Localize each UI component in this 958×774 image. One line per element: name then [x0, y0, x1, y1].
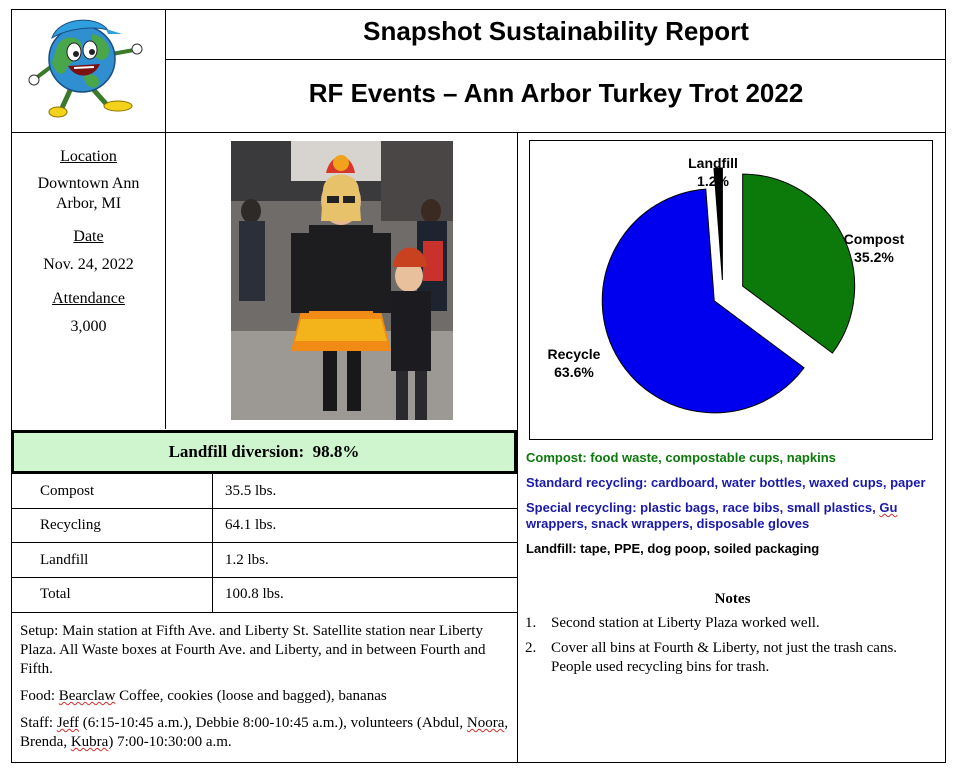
- pie-label-compost-name: Compost: [844, 231, 905, 247]
- location-value: Downtown Ann Arbor, MI: [37, 175, 140, 212]
- attendance-value: 3,000: [70, 318, 107, 335]
- event-title: RF Events – Ann Arbor Turkey Trot 2022: [308, 78, 804, 108]
- pie-slice-landfill: [713, 167, 723, 281]
- note-text: Cover all bins at Fourth & Liberty, not …: [551, 640, 898, 675]
- legend-compost: Compost: food waste, compostable cups, n…: [526, 450, 836, 465]
- diversion-value: 98.8%: [312, 442, 360, 461]
- legend-special-recycling: Special recycling: plastic bags, race bi…: [526, 500, 898, 531]
- note-number: 1.: [525, 615, 537, 631]
- table-row-divider: [11, 508, 518, 509]
- waste-category-landfill: Landfill: [40, 552, 89, 568]
- attendance-label: Attendance: [52, 290, 125, 307]
- left-column-divider: [165, 9, 166, 429]
- note-number: 2.: [525, 640, 537, 656]
- volunteer-name: Noora: [466, 715, 505, 731]
- diversion-label: Landfill diversion:: [168, 442, 305, 461]
- waste-pie-chart: Compost 35.2% Recycle 63.6% Landfill 1.2%: [529, 140, 933, 440]
- center-divider: [517, 132, 518, 763]
- pie-label-recycle-percent: 63.6%: [554, 364, 594, 380]
- brand-name: Bearclaw: [58, 688, 116, 704]
- event-info: Location Downtown Ann Arbor, MI Date Nov…: [12, 140, 165, 337]
- note-item: 2. Cover all bins at Fourth & Liberty, n…: [525, 639, 940, 677]
- waste-amount-total: 100.8 lbs.: [225, 586, 284, 602]
- notes-title: Notes: [714, 591, 751, 607]
- pie-chart-svg: Compost 35.2% Recycle 63.6% Landfill 1.2%: [548, 155, 905, 414]
- frame-left: [11, 9, 12, 763]
- table-column-divider: [212, 474, 213, 613]
- event-photo: [231, 141, 453, 420]
- frame-top: [11, 9, 946, 10]
- waste-amount-recycling: 64.1 lbs.: [225, 517, 277, 533]
- frame-right: [945, 9, 946, 763]
- report-title: Snapshot Sustainability Report: [363, 16, 749, 46]
- waste-category-total: Total: [40, 586, 71, 602]
- header-divider: [11, 132, 946, 133]
- legend-landfill: Landfill: tape, PPE, dog poop, soiled pa…: [526, 541, 820, 556]
- pie-slice-recycle: [601, 188, 805, 414]
- pie-label-compost-percent: 35.2%: [854, 249, 894, 265]
- earth-mascot-logo: [22, 14, 152, 126]
- legend-standard-recycling: Standard recycling: cardboard, water bot…: [526, 475, 926, 490]
- date-label: Date: [73, 228, 104, 245]
- waste-category-recycling: Recycling: [40, 517, 101, 533]
- waste-table: Compost 35.5 lbs. Recycling 64.1 lbs. La…: [11, 474, 518, 613]
- date-value: Nov. 24, 2022: [43, 256, 134, 273]
- pie-label-landfill-name: Landfill: [688, 155, 738, 171]
- location-label: Location: [60, 148, 117, 165]
- waste-amount-compost: 35.5 lbs.: [225, 483, 277, 499]
- waste-amount-landfill: 1.2 lbs.: [225, 552, 269, 568]
- landfill-diversion-banner: Landfill diversion: 98.8%: [11, 430, 517, 474]
- diversion-text: Landfill diversion: 98.8%: [14, 433, 514, 471]
- table-row-divider: [11, 542, 518, 543]
- title-divider: [165, 59, 946, 60]
- staff-name: Jeff: [56, 715, 80, 731]
- table-row-divider: [11, 612, 518, 613]
- table-row-divider: [11, 577, 518, 578]
- food-text: Food: Bearclaw Coffee, cookies (loose an…: [20, 688, 387, 704]
- pie-slice-compost: [742, 173, 856, 354]
- note-item: 1. Second station at Liberty Plaza worke…: [525, 614, 940, 633]
- pie-label-recycle-name: Recycle: [548, 346, 601, 362]
- notes-section: Notes 1. Second station at Liberty Plaza…: [525, 591, 940, 677]
- volunteer-name: Kubra: [70, 734, 109, 750]
- pie-label-landfill-percent: 1.2%: [697, 173, 729, 189]
- frame-bottom: [11, 762, 946, 763]
- staff-text: Staff: Jeff (6:15-10:45 a.m.), Debbie 8:…: [20, 715, 509, 750]
- waste-category-compost: Compost: [40, 483, 95, 499]
- event-details: Setup: Main station at Fifth Ave. and Li…: [20, 622, 510, 752]
- category-legend: Compost: food waste, compostable cups, n…: [526, 450, 938, 557]
- note-text: Second station at Liberty Plaza worked w…: [551, 615, 820, 631]
- setup-text: Setup: Main station at Fifth Ave. and Li…: [20, 623, 486, 677]
